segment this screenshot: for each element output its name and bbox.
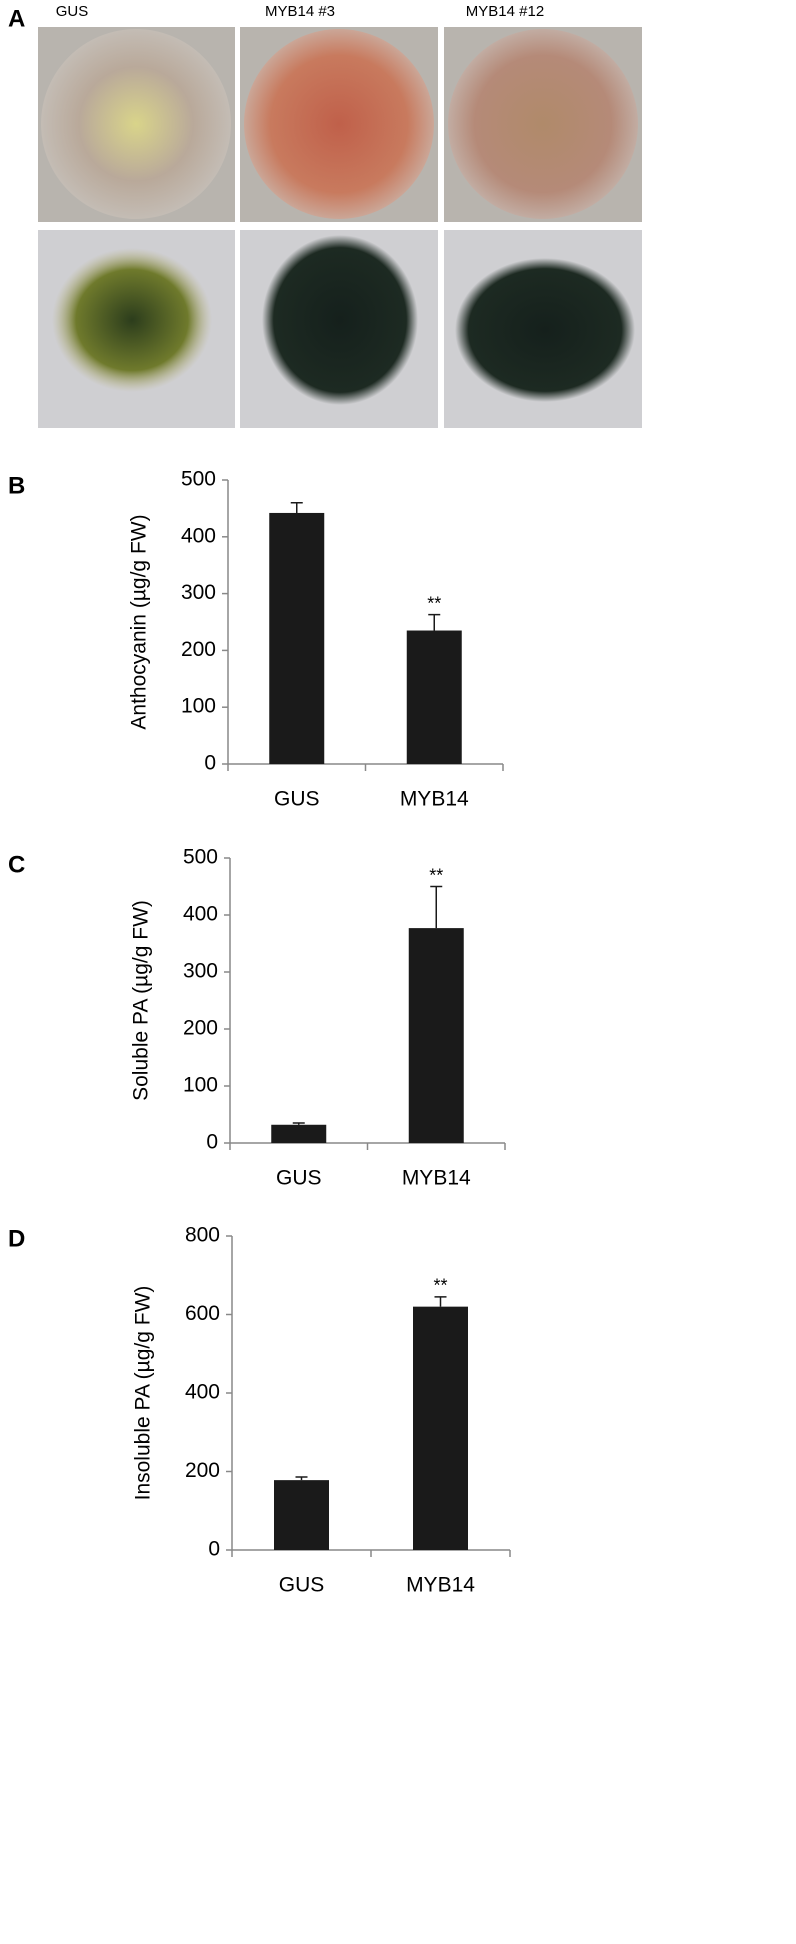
bar	[413, 1306, 468, 1550]
y-tick-label: 200	[185, 1459, 220, 1482]
x-tick-label: MYB14	[400, 788, 469, 811]
bar	[406, 630, 462, 764]
photos	[38, 27, 642, 428]
y-tick-label: 300	[181, 581, 216, 604]
petri-dish	[448, 29, 638, 219]
y-tick-label: 500	[183, 846, 218, 869]
error-bar	[292, 1122, 305, 1125]
column-label: MYB14 #12	[466, 3, 544, 20]
y-tick-label: 600	[185, 1302, 220, 1325]
root-mass	[455, 258, 635, 402]
x-tick-label: GUS	[276, 1167, 322, 1190]
bar	[408, 928, 464, 1143]
error-bar	[430, 885, 443, 929]
error-bar	[434, 1296, 447, 1307]
y-axis-label: Insoluble PA (µg/g FW)	[132, 1286, 155, 1501]
panel-label: C	[8, 851, 25, 878]
significance: **	[433, 1276, 447, 1296]
y-axis-label: Soluble PA (µg/g FW)	[130, 900, 153, 1101]
error-bar	[295, 1476, 308, 1481]
y-tick-label: 0	[206, 1131, 218, 1154]
y-tick-label: 0	[204, 752, 216, 775]
error-bar	[290, 501, 303, 513]
x-tick-label: MYB14	[406, 1574, 475, 1597]
y-tick-label: 400	[183, 903, 218, 926]
y-tick-label: 200	[183, 1017, 218, 1040]
y-tick-label: 300	[183, 960, 218, 983]
panel-label: A	[8, 5, 25, 32]
significance: **	[429, 865, 443, 885]
x-tick-label: GUS	[274, 788, 320, 811]
x-tick-label: MYB14	[402, 1167, 471, 1190]
bar	[271, 1124, 327, 1143]
root-mass	[52, 248, 212, 392]
error-bar	[428, 613, 441, 631]
y-tick-label: 0	[208, 1538, 220, 1561]
significance: **	[427, 593, 441, 613]
bar	[269, 512, 325, 764]
column-label: MYB14 #3	[265, 3, 335, 20]
column-label: GUS	[56, 3, 89, 20]
root-mass	[262, 235, 418, 405]
panel-label: B	[8, 472, 25, 499]
y-tick-label: 100	[181, 695, 216, 718]
y-tick-label: 200	[181, 638, 216, 661]
panel-label: D	[8, 1225, 25, 1252]
y-tick-label: 400	[181, 524, 216, 547]
y-tick-label: 400	[185, 1381, 220, 1404]
y-tick-label: 100	[183, 1074, 218, 1097]
y-tick-label: 500	[181, 468, 216, 491]
bar	[274, 1480, 329, 1550]
petri-dish	[41, 29, 231, 219]
x-tick-label: GUS	[279, 1574, 325, 1597]
y-axis-label: Anthocyanin (µg/g FW)	[128, 514, 151, 729]
y-tick-label: 800	[185, 1224, 220, 1247]
petri-dish	[244, 29, 434, 219]
